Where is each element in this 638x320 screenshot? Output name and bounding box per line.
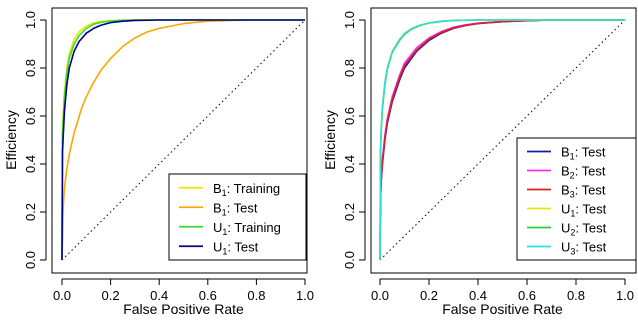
x-axis-label: False Positive Rate (442, 301, 563, 317)
y-tick-label: 0.0 (342, 251, 357, 269)
legend-label: U1: Test (561, 202, 607, 219)
legend-label: U3: Test (561, 240, 607, 257)
y-tick-label: 1.0 (23, 11, 38, 29)
x-axis-label: False Positive Rate (123, 301, 244, 317)
y-tick-label: 0.8 (23, 59, 38, 77)
series-line-u3-test (379, 19, 625, 261)
series-line-b1-test (61, 19, 305, 261)
series-line-u1-test (61, 19, 305, 261)
y-tick-label: 0.4 (342, 155, 357, 173)
x-tick-label: 0.0 (53, 288, 71, 303)
legend-label: U1: Training (213, 220, 281, 237)
y-axis-label: Efficiency (322, 110, 338, 170)
chart-panel-2: 0.0 0.2 0.4 0.6 0.8 1.0 False Positive Rate 0.0… (322, 7, 637, 317)
x-tick-label: 1.0 (296, 288, 314, 303)
x-tick-label: 1.0 (616, 288, 634, 303)
legend-label: B1: Test (213, 200, 258, 217)
legend-label: B1: Test (561, 145, 606, 162)
x-tick-label: 0.6 (518, 288, 536, 303)
y-tick-label: 1.0 (342, 11, 357, 29)
x-tick-label: 0.6 (199, 288, 217, 303)
y-tick-label: 0.4 (23, 155, 38, 173)
x-tick-label: 0.4 (150, 288, 168, 303)
x-tick-label: 0.8 (567, 288, 585, 303)
legend-label: U1: Test (213, 239, 259, 256)
y-tick-label: 0.8 (342, 59, 357, 77)
x-tick-label: 0.2 (102, 288, 120, 303)
legend: B1: Training B1: Test U1: Training U1: Test (168, 173, 307, 261)
x-tick-label: 0.2 (420, 288, 438, 303)
legend-box (516, 137, 637, 261)
x-tick-label: 0.4 (469, 288, 487, 303)
y-tick-label: 0.6 (23, 107, 38, 125)
legend-label: U2: Test (561, 221, 607, 238)
diagonal-reference-line (379, 19, 626, 261)
y-axis-label: Efficiency (3, 110, 19, 170)
series-line-b3-test (379, 19, 625, 261)
y-tick-label: 0.0 (23, 251, 38, 269)
plot-frame (51, 7, 308, 274)
diagonal-reference-line (61, 19, 306, 261)
y-tick-label: 0.6 (342, 107, 357, 125)
legend-label: B2: Test (561, 164, 606, 181)
chart-panel-1: 0.0 0.2 0.4 0.6 0.8 1.0 False Positive Rate 0.0… (3, 7, 314, 317)
y-tick-label: 0.2 (23, 203, 38, 221)
legend: B1: Test B2: Test B3: Test U1: Test U2: Test… (516, 137, 637, 261)
legend-label: B1: Training (213, 181, 280, 198)
y-tick-label: 0.2 (342, 203, 357, 221)
x-tick-label: 0.8 (247, 288, 265, 303)
x-tick-label: 0.0 (371, 288, 389, 303)
legend-label: B3: Test (561, 183, 606, 200)
